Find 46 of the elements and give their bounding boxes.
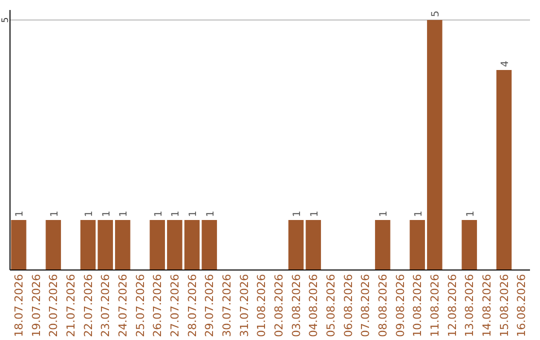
x-tick-label: 27.07.2026 [168, 274, 182, 337]
data-label: 1 [465, 210, 476, 217]
x-tick-label: 06.08.2026 [342, 274, 355, 337]
data-label: 1 [188, 210, 199, 217]
x-tick-label: 31.07.2026 [238, 274, 251, 337]
x-tick-label: 12.08.2026 [446, 274, 459, 337]
data-label: 5 [430, 10, 442, 17]
x-tick-label: 21.07.2026 [64, 274, 78, 337]
data-label: 1 [205, 210, 216, 217]
x-tick-label: 01.08.2026 [255, 274, 268, 337]
x-tick-label: 09.08.2026 [394, 274, 407, 337]
data-label: 1 [49, 210, 60, 217]
x-tick-label: 24.07.2026 [116, 274, 130, 337]
data-label: 1 [170, 210, 182, 217]
x-tick-label: 11.08.2026 [428, 274, 442, 337]
data-label: 1 [118, 210, 130, 217]
x-tick-label: 20.07.2026 [47, 274, 60, 337]
x-tick-label: 23.07.2026 [99, 274, 112, 337]
x-tick-label: 19.07.2026 [30, 274, 43, 337]
data-label: 1 [413, 210, 424, 217]
x-tick-label: 28.07.2026 [186, 274, 199, 337]
data-label: 1 [84, 210, 95, 217]
x-tick-label: 02.08.2026 [272, 274, 286, 337]
x-tick-label: 25.07.2026 [134, 274, 147, 337]
data-label: 4 [500, 60, 511, 67]
x-tick-label: 08.08.2026 [376, 274, 390, 337]
data-label: 1 [14, 210, 26, 217]
x-tick-label: 15.08.2026 [498, 274, 511, 337]
x-tick-label: 13.08.2026 [463, 274, 476, 337]
x-tick-label: 29.07.2026 [203, 274, 216, 337]
x-tick-label: 04.08.2026 [307, 274, 320, 337]
x-tick-label: 26.07.2026 [151, 274, 164, 337]
data-label: 1 [292, 210, 303, 217]
x-tick-label: 18.07.2026 [12, 274, 26, 337]
x-tick-label: 22.07.2026 [82, 274, 95, 337]
x-tick-label: 03.08.2026 [290, 274, 303, 337]
x-tick-label: 16.08.2026 [515, 274, 528, 337]
data-label: 1 [101, 210, 112, 217]
x-tick-label: 30.07.2026 [220, 274, 234, 337]
x-tick-label: 05.08.2026 [324, 274, 338, 337]
data-label: 1 [153, 210, 164, 217]
x-tick-label: 14.08.2026 [480, 274, 494, 337]
data-label: 1 [309, 210, 320, 217]
x-tick-label: 10.08.2026 [411, 274, 424, 337]
data-label: 1 [378, 210, 390, 217]
x-tick-label: 07.08.2026 [359, 274, 372, 337]
